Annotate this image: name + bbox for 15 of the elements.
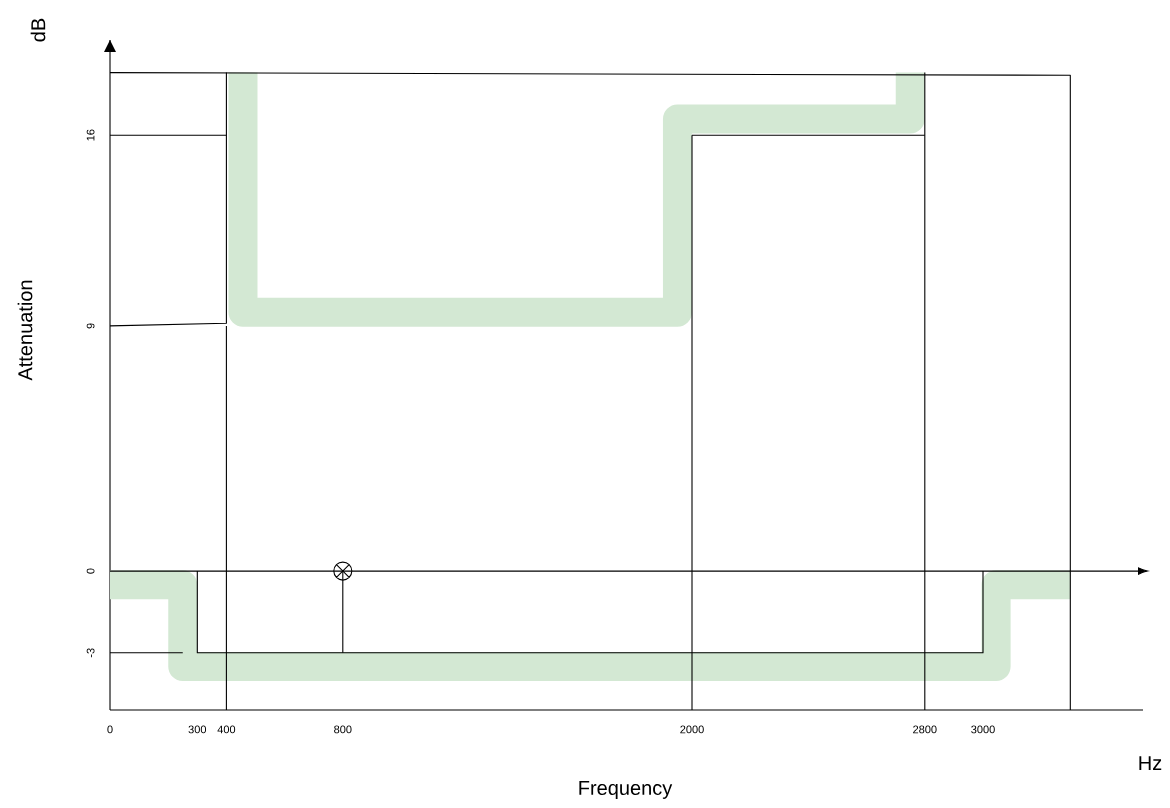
x-tick-label: 2800 bbox=[913, 725, 937, 734]
y-tick-label: 16 bbox=[86, 129, 95, 141]
y-tick-label: -3 bbox=[86, 648, 95, 658]
x-tick-label: 800 bbox=[334, 725, 352, 734]
y-tick-label: 9 bbox=[86, 323, 95, 329]
x-tick-label: 0 bbox=[107, 725, 113, 734]
y-tick-label: 0 bbox=[86, 568, 95, 574]
x-tick-label: 2000 bbox=[680, 725, 704, 734]
text: dB bbox=[30, 18, 46, 42]
y-axis-title: Attenuation bbox=[17, 280, 33, 381]
x-axis-title: Frequency bbox=[579, 781, 673, 799]
x-tick-label: 300 bbox=[188, 725, 207, 734]
text: Hz bbox=[1139, 756, 1162, 770]
x-tick-label: 400 bbox=[217, 725, 236, 734]
x-tick-label: 3000 bbox=[971, 725, 995, 734]
